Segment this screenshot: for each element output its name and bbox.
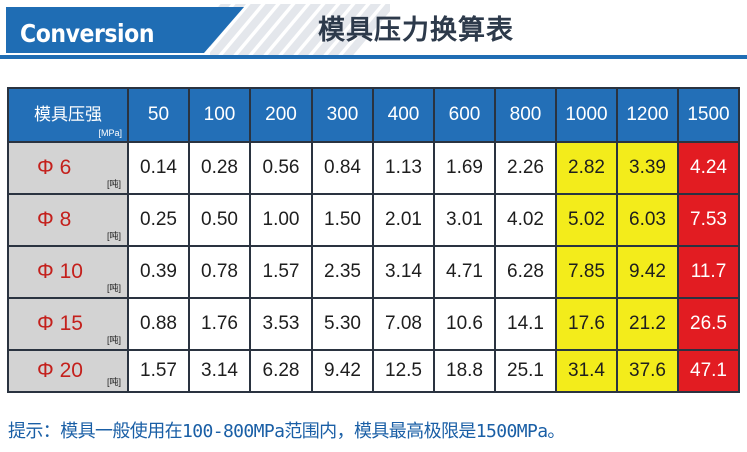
row-unit: [吨] [106, 231, 121, 241]
value-cell: 14.1 [496, 299, 555, 349]
value-cell: 3.01 [435, 195, 494, 245]
value-cell: 1.00 [251, 195, 311, 245]
corner-header: 模具压强 [MPa] [9, 89, 127, 141]
row-unit: [吨] [106, 283, 121, 293]
value-cell: 3.14 [374, 247, 433, 297]
value-cell: 3.53 [251, 299, 311, 349]
row-unit: [吨] [106, 377, 121, 387]
conversion-tab: Conversion [6, 7, 204, 53]
value-cell: 1.76 [190, 299, 249, 349]
pressure-header: 1500 [679, 89, 738, 141]
row-header: Φ 10 [吨] [9, 247, 127, 297]
pressure-header: 200 [251, 89, 311, 141]
value-cell: 17.6 [557, 299, 616, 349]
value-cell: 25.1 [496, 351, 555, 391]
value-cell: 1.69 [435, 143, 494, 193]
value-cell: 47.1 [679, 351, 738, 391]
conversion-tab-notch [204, 7, 244, 53]
corner-label: 模具压强 [34, 104, 102, 124]
value-cell: 0.14 [129, 143, 188, 193]
pressure-header: 300 [313, 89, 372, 141]
header-banner: Conversion 模具压力换算表 [0, 0, 747, 62]
page-title: 模具压力换算表 [318, 15, 514, 46]
row-label: Φ 6 [37, 156, 72, 179]
value-cell: 2.26 [496, 143, 555, 193]
value-cell: 1.13 [374, 143, 433, 193]
value-cell: 0.56 [251, 143, 311, 193]
pressure-header: 800 [496, 89, 555, 141]
pressure-header: 100 [190, 89, 249, 141]
value-cell: 2.35 [313, 247, 372, 297]
value-cell: 6.28 [496, 247, 555, 297]
value-cell: 0.50 [190, 195, 249, 245]
value-cell: 1.57 [251, 247, 311, 297]
value-cell: 6.03 [618, 195, 677, 245]
value-cell: 11.7 [679, 247, 738, 297]
row-header: Φ 15 [吨] [9, 299, 127, 349]
row-label: Φ 15 [37, 312, 83, 335]
pressure-header: 50 [129, 89, 188, 141]
footer-note: 提示：模具一般使用在100-800MPa范围内，模具最高极限是1500MPa。 [8, 421, 565, 442]
value-cell: 3.39 [618, 143, 677, 193]
row-label: Φ 20 [37, 359, 83, 382]
value-cell: 21.2 [618, 299, 677, 349]
value-cell: 5.02 [557, 195, 616, 245]
conversion-tab-label: Conversion [20, 19, 155, 48]
value-cell: 10.6 [435, 299, 494, 349]
row-header: Φ 6 [吨] [9, 143, 127, 193]
value-cell: 0.78 [190, 247, 249, 297]
pressure-table: 模具压强 [MPa] 50 100 200 300 400 600 800 1000 1200 150… [7, 87, 740, 393]
value-cell: 4.71 [435, 247, 494, 297]
value-cell: 2.82 [557, 143, 616, 193]
pressure-header: 400 [374, 89, 433, 141]
value-cell: 7.53 [679, 195, 738, 245]
value-cell: 0.28 [190, 143, 249, 193]
value-cell: 0.88 [129, 299, 188, 349]
pressure-header: 1200 [618, 89, 677, 141]
header-divider [0, 55, 747, 59]
value-cell: 0.25 [129, 195, 188, 245]
row-unit: [吨] [106, 335, 121, 345]
value-cell: 9.42 [618, 247, 677, 297]
value-cell: 7.08 [374, 299, 433, 349]
row-header: Φ 20 [吨] [9, 351, 127, 391]
value-cell: 7.85 [557, 247, 616, 297]
row-header: Φ 8 [吨] [9, 195, 127, 245]
row-label: Φ 8 [37, 208, 72, 231]
value-cell: 1.50 [313, 195, 372, 245]
value-cell: 5.30 [313, 299, 372, 349]
value-cell: 1.57 [129, 351, 188, 391]
value-cell: 37.6 [618, 351, 677, 391]
pressure-header: 1000 [557, 89, 616, 141]
value-cell: 4.02 [496, 195, 555, 245]
value-cell: 3.14 [190, 351, 249, 391]
pressure-header: 600 [435, 89, 494, 141]
row-unit: [吨] [106, 179, 121, 189]
value-cell: 0.39 [129, 247, 188, 297]
value-cell: 4.24 [679, 143, 738, 193]
value-cell: 31.4 [557, 351, 616, 391]
value-cell: 26.5 [679, 299, 738, 349]
value-cell: 9.42 [313, 351, 372, 391]
value-cell: 0.84 [313, 143, 372, 193]
value-cell: 2.01 [374, 195, 433, 245]
value-cell: 6.28 [251, 351, 311, 391]
value-cell: 18.8 [435, 351, 494, 391]
corner-unit: [MPa] [98, 128, 122, 138]
row-label: Φ 10 [37, 260, 83, 283]
value-cell: 12.5 [374, 351, 433, 391]
